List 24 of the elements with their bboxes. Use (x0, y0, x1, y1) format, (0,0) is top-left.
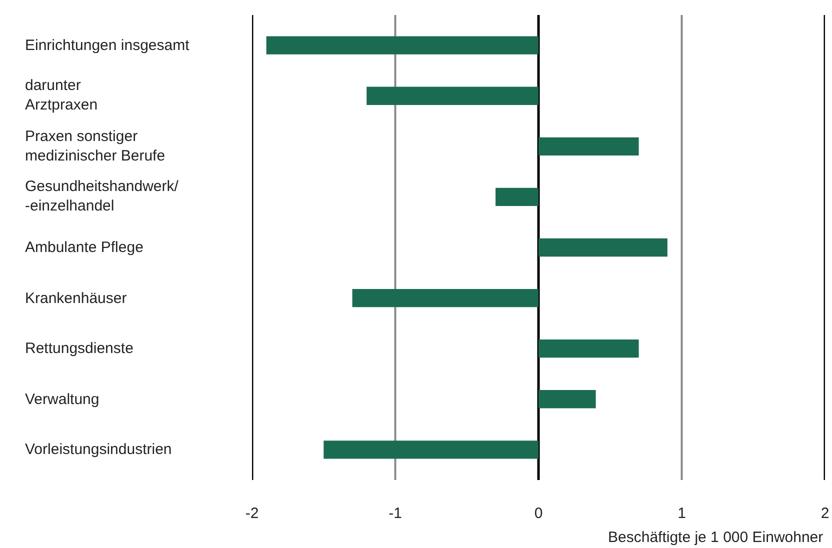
y-tick-label: Vorleistungsindustrien (25, 441, 172, 458)
x-axis-title: Beschäftigte je 1 000 Einwohner (608, 529, 824, 546)
y-tick-label: Gesundheitshandwerk/ -einzelhandel (25, 178, 180, 214)
bar (366, 86, 538, 105)
bar (352, 288, 538, 308)
y-tick-label: Ambulante Pflege (25, 239, 144, 256)
x-tick-label: 2 (820, 505, 830, 522)
y-tick-label: Einrichtungen insgesamt (25, 37, 190, 54)
bar (324, 440, 538, 459)
bar (538, 137, 639, 156)
y-tick-label: Praxen sonstiger medizinischer Berufe (25, 128, 166, 164)
bar (496, 188, 538, 206)
bar (538, 238, 668, 257)
x-tick-label: 0 (534, 505, 543, 522)
x-tick-label: -1 (388, 505, 402, 522)
y-tick-label: darunter Arztpraxen (25, 77, 98, 114)
x-tick-label: 1 (678, 505, 686, 522)
bar (266, 36, 538, 54)
y-tick-label: Verwaltung (25, 391, 100, 408)
y-tick-label: Rettungsdienste (25, 340, 134, 357)
x-tick-label: -2 (245, 505, 259, 522)
y-tick-label: Krankenhäuser (25, 290, 127, 307)
bar (538, 339, 639, 358)
bar (538, 390, 596, 408)
